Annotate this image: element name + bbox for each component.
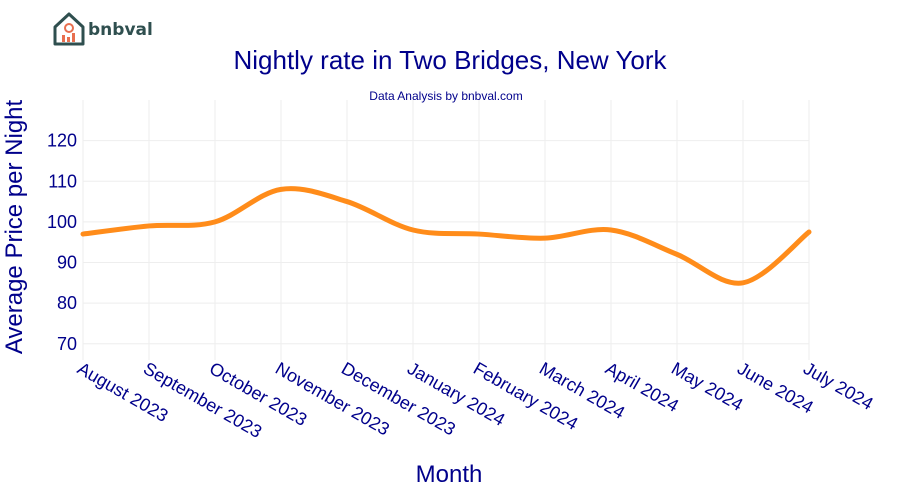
y-tick-label: 90: [57, 253, 77, 273]
chart-title: Nightly rate in Two Bridges, New York: [233, 45, 667, 75]
y-axis-title: Average Price per Night: [1, 99, 28, 354]
y-tick-label: 70: [57, 334, 77, 354]
y-tick-label: 120: [47, 131, 77, 151]
x-tick-label: November 2023: [272, 358, 393, 439]
data-points: [82, 189, 810, 283]
x-tick-label: December 2023: [338, 358, 459, 439]
x-tick-label: May 2024: [668, 358, 746, 415]
y-tick-label: 80: [57, 293, 77, 313]
gridlines: [82, 100, 810, 360]
series-line: [80, 186, 812, 286]
y-tick-label: 110: [48, 171, 77, 191]
x-tick-label: September 2023: [140, 358, 265, 442]
house-chart-icon: [53, 12, 85, 46]
y-axis-ticks: 70 80 90 100 110 120: [47, 131, 77, 354]
chart-subtitle: Data Analysis by bnbval.com: [369, 89, 522, 103]
x-axis-title: Month: [416, 461, 483, 488]
brand-name: bnbval: [88, 20, 153, 40]
y-tick-label: 100: [47, 212, 77, 232]
brand-logo: bnbval: [53, 12, 153, 46]
